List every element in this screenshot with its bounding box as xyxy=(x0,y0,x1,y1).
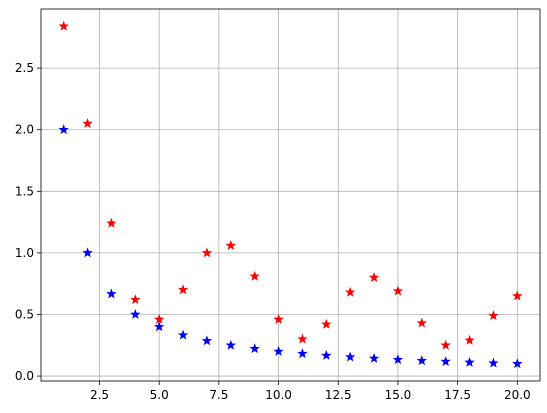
y-tick-label: 2.5 xyxy=(15,61,34,75)
data-point xyxy=(130,309,141,319)
data-point xyxy=(321,350,332,360)
data-point xyxy=(249,343,260,354)
data-point xyxy=(273,313,284,324)
y-tick-label: 0.5 xyxy=(15,307,34,321)
data-point xyxy=(249,270,260,281)
data-point xyxy=(225,240,236,250)
data-point xyxy=(106,288,117,299)
data-point xyxy=(82,118,93,128)
data-point xyxy=(488,357,499,368)
data-point xyxy=(464,356,475,367)
data-point xyxy=(225,339,236,350)
y-tick-label: 2.0 xyxy=(15,123,34,137)
data-point xyxy=(58,20,69,31)
data-point xyxy=(392,354,404,365)
data-point xyxy=(416,317,428,328)
data-point xyxy=(368,272,380,282)
data-point xyxy=(201,247,213,258)
data-point xyxy=(392,285,404,296)
data-point xyxy=(153,321,165,332)
data-point xyxy=(464,334,475,345)
data-point xyxy=(177,284,189,295)
data-point xyxy=(297,333,308,344)
x-tick-label: 15.0 xyxy=(385,388,412,402)
data-point xyxy=(321,318,332,329)
data-point xyxy=(488,310,499,321)
series-0 xyxy=(58,124,523,369)
plot-area-frame xyxy=(40,8,541,382)
data-point xyxy=(201,335,213,346)
x-tick-label: 10.0 xyxy=(265,388,292,402)
axis-ticks: 2.5 5.0 7.5 10.0 12.5 15.0 17.5 20.0 0.0 0.5 1.0 1.… xyxy=(15,61,531,402)
data-point xyxy=(153,313,165,324)
x-tick-label: 20.0 xyxy=(504,388,531,402)
grid-lines xyxy=(41,9,540,381)
y-tick-label: 1.0 xyxy=(15,246,34,260)
data-point xyxy=(440,356,451,366)
data-point xyxy=(106,217,117,228)
data-point xyxy=(273,345,284,356)
data-point xyxy=(297,348,308,359)
data-point xyxy=(58,124,69,135)
x-tick-label: 2.5 xyxy=(90,388,109,402)
data-point xyxy=(82,247,93,258)
x-tick-label: 17.5 xyxy=(444,388,471,402)
data-point xyxy=(440,339,451,350)
x-tick-label: 12.5 xyxy=(325,388,352,402)
data-point xyxy=(368,353,380,363)
series-1 xyxy=(58,20,523,350)
x-tick-label: 5.0 xyxy=(150,388,169,402)
y-tick-label: 1.5 xyxy=(15,184,34,198)
data-point xyxy=(416,355,428,366)
data-point xyxy=(345,351,356,362)
data-point xyxy=(177,329,189,340)
data-point xyxy=(512,290,523,301)
data-point xyxy=(512,358,523,369)
x-tick-label: 7.5 xyxy=(209,388,228,402)
data-points xyxy=(58,20,523,369)
y-tick-label: 0.0 xyxy=(15,369,34,383)
data-point xyxy=(345,286,356,297)
data-point xyxy=(130,294,141,305)
